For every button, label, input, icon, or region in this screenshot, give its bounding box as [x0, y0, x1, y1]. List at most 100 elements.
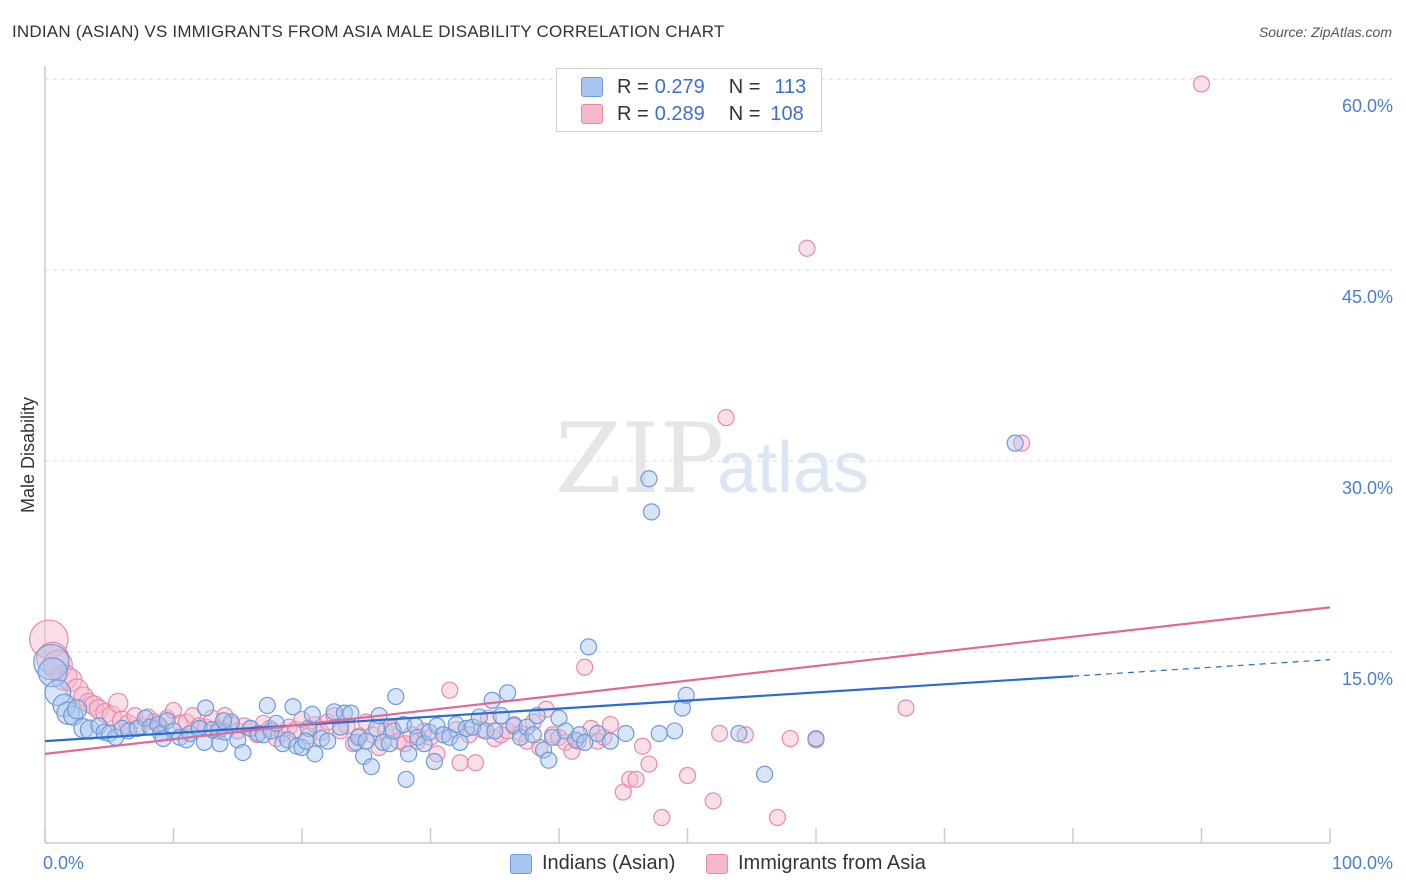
data-point-indians: [33, 643, 70, 681]
data-point-indians: [66, 699, 88, 720]
legend-r-value: 0.289: [654, 102, 705, 125]
data-point-indians: [534, 741, 553, 759]
data-point-indians: [540, 751, 558, 769]
data-point-indians: [380, 735, 398, 753]
data-point-indians: [258, 696, 276, 715]
data-point-indians: [499, 684, 517, 702]
legend-r-label: R =: [617, 102, 649, 125]
data-point-indians: [425, 752, 443, 771]
data-point-immigrants: [1012, 434, 1031, 452]
data-point-immigrants: [1192, 75, 1211, 93]
data-point-indians: [642, 503, 661, 521]
data-point-indians: [650, 724, 668, 743]
data-point-indians: [319, 732, 337, 750]
chart-title: INDIAN (ASIAN) VS IMMIGRANTS FROM ASIA M…: [12, 22, 725, 41]
trend-lines: [44, 606, 1331, 755]
data-point-indians: [483, 691, 501, 709]
data-point-indians: [428, 717, 446, 735]
data-point-indians: [640, 470, 658, 488]
data-point-immigrants: [897, 699, 915, 717]
axes: [44, 66, 1331, 844]
data-point-immigrants: [633, 737, 652, 755]
legend-r-value: 0.279: [654, 75, 705, 98]
axis-labels: 15.0% 30.0% 45.0% 60.0% 0.0% 100.0%: [43, 96, 1393, 873]
bottom-legend: Indians (Asian) Immigrants from Asia: [0, 852, 1406, 878]
data-point-immigrants: [678, 766, 697, 785]
data-point-indians: [374, 733, 392, 751]
data-point-immigrants: [451, 754, 469, 772]
data-point-indians: [234, 743, 252, 762]
data-point-immigrants: [781, 729, 799, 748]
data-point-indians: [576, 733, 594, 751]
data-point-indians: [457, 719, 476, 737]
data-point-immigrants: [101, 705, 123, 726]
legend-row-immigrants: R = 0.289 N = 108: [581, 101, 804, 127]
legend-n-label: N =: [728, 75, 761, 98]
x-tick-label: 100.0%: [1332, 853, 1393, 873]
bottom-legend-label: Immigrants from Asia: [738, 852, 926, 874]
data-point-indians: [807, 729, 825, 748]
bottom-legend-swatch-blue: [510, 853, 532, 874]
data-point-immigrants: [108, 692, 129, 714]
trend-line-indians: [44, 675, 1074, 743]
data-point-indians: [397, 770, 415, 788]
y-tick-label: 15.0%: [1342, 669, 1393, 689]
data-point-immigrants: [736, 726, 754, 744]
data-point-indians: [44, 679, 72, 707]
data-point-indians: [617, 724, 635, 743]
data-point-immigrants: [466, 754, 485, 772]
source-label: Source: ZipAtlas.com: [1258, 24, 1392, 40]
data-point-indians: [215, 712, 233, 730]
y-axis-title: Male Disability: [18, 397, 38, 513]
data-point-immigrants: [126, 707, 144, 725]
data-point-indians: [349, 728, 368, 746]
y-tick-label: 30.0%: [1342, 478, 1393, 498]
data-point-indians: [477, 722, 495, 740]
bottom-legend-immigrants: Immigrants from Asia: [706, 852, 926, 875]
data-point-indians: [297, 732, 315, 750]
x-tick-label: 0.0%: [43, 853, 84, 873]
legend-swatch-blue: [581, 77, 603, 97]
data-point-indians: [755, 765, 774, 783]
legend: R = 0.279 N = 113 R = 0.289 N = 108: [556, 68, 822, 132]
data-point-indians: [357, 732, 375, 750]
data-point-indians: [511, 728, 530, 746]
y-tick-label: 60.0%: [1342, 96, 1393, 116]
data-point-indians: [524, 726, 542, 744]
data-point-indians: [451, 733, 469, 751]
data-point-indians: [666, 722, 684, 740]
legend-n-label: N =: [728, 102, 761, 125]
watermark: ZIP atlas: [555, 403, 869, 515]
data-point-indians: [447, 715, 465, 734]
data-point-immigrants: [711, 724, 729, 743]
data-point-immigrants: [717, 409, 735, 427]
data-point-immigrants: [88, 699, 110, 720]
data-point-indians: [400, 745, 418, 763]
data-point-indians: [588, 724, 607, 743]
bottom-legend-label: Indians (Asian): [542, 852, 676, 874]
data-point-indians: [601, 732, 620, 750]
data-point-immigrants: [640, 755, 658, 773]
data-point-indians: [384, 722, 402, 740]
grid: [45, 78, 1392, 653]
y-tick-label: 45.0%: [1342, 287, 1393, 307]
trend-line-immigrants: [44, 606, 1331, 755]
trend-line-indians-extension: [1072, 659, 1331, 677]
data-point-indians: [1006, 434, 1024, 452]
data-point-indians: [306, 745, 324, 763]
data-point-immigrants: [768, 808, 787, 827]
data-point-indians: [362, 757, 380, 776]
series-indians-asian: [33, 434, 1024, 788]
data-point-indians: [528, 707, 546, 725]
data-point-indians: [486, 722, 504, 740]
data-point-indians: [284, 698, 302, 716]
data-point-indians: [387, 687, 405, 706]
legend-row-indians: R = 0.279 N = 113: [581, 74, 806, 100]
data-point-indians: [303, 705, 321, 723]
legend-n-value: 108: [770, 102, 804, 125]
data-point-indians: [197, 699, 215, 717]
data-point-immigrants: [576, 658, 594, 676]
data-point-immigrants: [441, 681, 459, 699]
data-point-indians: [279, 731, 297, 749]
